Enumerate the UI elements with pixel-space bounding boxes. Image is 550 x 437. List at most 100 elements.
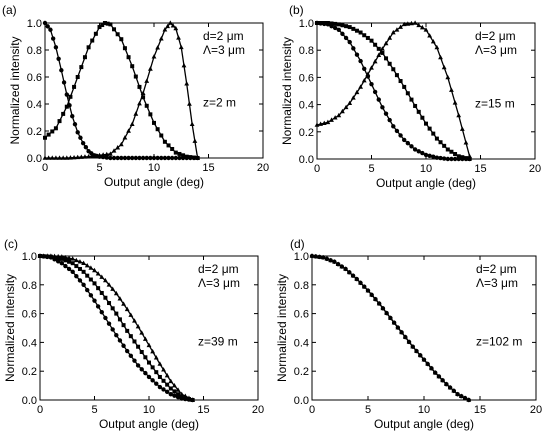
- data-point: [137, 85, 141, 89]
- data-point: [162, 379, 166, 383]
- data-point: [184, 81, 189, 85]
- data-point: [460, 126, 465, 130]
- y-tick-label: 0.4: [299, 100, 314, 112]
- data-point: [179, 45, 184, 49]
- data-point: [457, 154, 461, 158]
- data-point: [344, 36, 348, 40]
- x-tick-label: 15: [202, 162, 214, 174]
- data-point: [108, 22, 112, 26]
- data-point: [431, 132, 435, 136]
- data-point: [85, 274, 89, 278]
- data-point: [456, 113, 461, 117]
- x-tick-label: 5: [96, 162, 102, 174]
- data-point: [59, 68, 63, 72]
- annotation-2: Λ=3 μm: [476, 276, 518, 290]
- data-point: [114, 312, 118, 316]
- data-point: [129, 354, 133, 358]
- panel-label: (a): [2, 3, 17, 17]
- data-point: [122, 323, 126, 327]
- data-point: [176, 392, 180, 396]
- data-point: [111, 306, 115, 310]
- data-point: [67, 267, 71, 271]
- series-1: [315, 21, 472, 161]
- data-point: [84, 145, 88, 149]
- data-point: [134, 75, 138, 79]
- data-point: [398, 133, 402, 137]
- y-axis-label: Normalized intensity: [275, 274, 289, 382]
- y-tick-label: 0.0: [22, 395, 37, 407]
- y-tick-label: 0.4: [22, 337, 37, 349]
- x-tick-label: 0: [42, 162, 48, 174]
- data-point: [90, 39, 94, 43]
- x-tick-label: 20: [530, 404, 542, 416]
- y-tick-label: 0.0: [299, 154, 314, 166]
- data-point: [147, 361, 151, 365]
- chart-panel-2: (b)0 5 10 15 200.00.20.40.60.81.0Output angl…: [280, 3, 541, 190]
- data-point: [125, 329, 129, 333]
- annotation-1: d=2 μm: [476, 262, 517, 276]
- data-point: [188, 155, 192, 159]
- data-point: [351, 46, 355, 50]
- data-point: [192, 156, 196, 160]
- data-point: [85, 288, 89, 292]
- data-point: [150, 378, 154, 382]
- data-point: [391, 124, 395, 128]
- data-point: [48, 28, 52, 32]
- data-point: [71, 261, 75, 265]
- y-axis-label: Normalized intensity: [8, 36, 22, 144]
- data-point: [68, 95, 72, 99]
- data-point: [315, 21, 319, 25]
- data-point: [169, 386, 173, 390]
- data-point: [143, 355, 147, 359]
- data-point: [123, 46, 127, 50]
- data-point: [71, 270, 75, 274]
- data-point: [100, 310, 104, 314]
- y-tick-label: 0.6: [294, 309, 309, 321]
- data-point: [114, 333, 118, 337]
- data-point: [435, 137, 439, 141]
- x-axis-label: Output angle (deg): [99, 417, 199, 431]
- data-point: [417, 110, 421, 114]
- data-point: [136, 345, 140, 349]
- data-point: [151, 365, 155, 369]
- x-axis-label: Output angle (deg): [104, 175, 204, 189]
- data-point: [144, 78, 149, 82]
- y-tick-label: 0.8: [22, 280, 37, 292]
- data-point: [330, 21, 334, 25]
- x-tick-label: 10: [420, 163, 432, 175]
- data-point: [63, 264, 67, 268]
- panel-label: (b): [289, 3, 304, 17]
- data-point: [428, 127, 432, 131]
- data-point: [130, 122, 135, 126]
- data-point: [70, 114, 74, 118]
- data-point: [333, 22, 337, 26]
- data-point: [373, 43, 377, 47]
- data-point: [118, 338, 122, 342]
- data-point: [140, 350, 144, 354]
- data-point: [118, 317, 122, 321]
- y-tick-label: 0.6: [22, 309, 37, 321]
- data-point: [165, 390, 169, 394]
- data-point: [185, 155, 189, 159]
- data-point: [110, 327, 114, 331]
- annotation-2: Λ=3 μm: [203, 43, 245, 57]
- data-point: [449, 87, 454, 91]
- data-point: [152, 121, 156, 125]
- chart-panel-4: (d)0 5 10 15 200.00.20.40.60.81.0Output angl…: [275, 237, 542, 431]
- data-point: [154, 381, 158, 385]
- data-point: [337, 22, 341, 26]
- data-point: [172, 389, 176, 393]
- y-tick-label: 0.4: [294, 337, 309, 349]
- chart-panel-3: (c)0 5 10 15 200.00.20.40.60.81.0Output angl…: [3, 237, 264, 431]
- data-point: [78, 136, 82, 140]
- data-point: [174, 151, 178, 155]
- data-point: [182, 63, 187, 67]
- data-point: [79, 65, 83, 69]
- data-point: [129, 334, 133, 338]
- y-tick-label: 0.2: [22, 366, 37, 378]
- data-point: [132, 358, 136, 362]
- data-point: [100, 291, 104, 295]
- data-point: [82, 270, 86, 274]
- data-point: [355, 29, 359, 33]
- data-point: [409, 144, 413, 148]
